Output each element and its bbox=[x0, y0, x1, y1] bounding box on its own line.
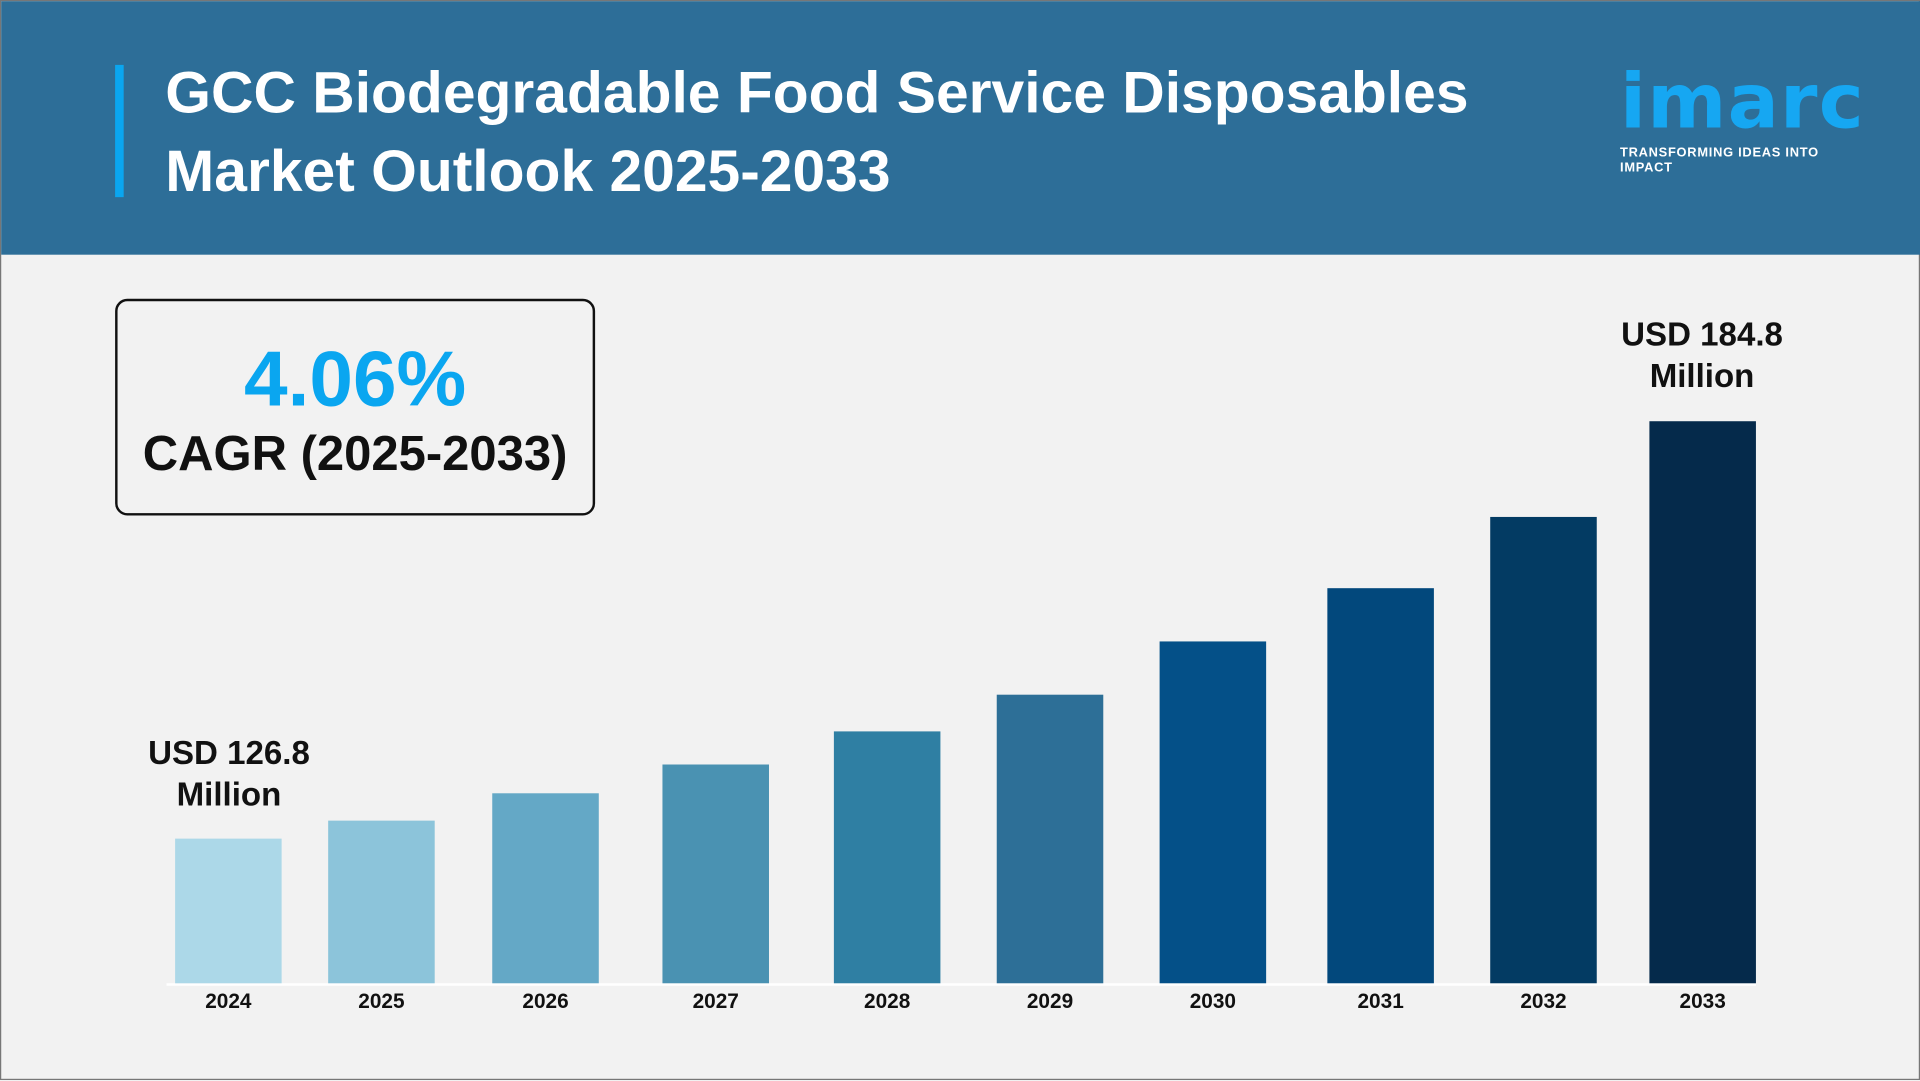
annotation-2033-line2: Million bbox=[1649, 357, 1755, 395]
title-line-2: Market Outlook 2025-2033 bbox=[165, 139, 891, 205]
x-tick-2026: 2026 bbox=[522, 990, 568, 1013]
logo-tagline: TRANSFORMING IDEAS INTO IMPACT bbox=[1620, 145, 1819, 176]
bar-2024 bbox=[175, 838, 282, 984]
bar-2026 bbox=[492, 793, 599, 984]
bar-2031 bbox=[1327, 588, 1434, 984]
x-tick-2025: 2025 bbox=[358, 990, 404, 1013]
annotation-2024-line2: Million bbox=[176, 776, 282, 814]
annotation-2024: USD 126.8 Million bbox=[119, 732, 339, 815]
x-tick-2024: 2024 bbox=[205, 990, 252, 1013]
x-tick-2027: 2027 bbox=[693, 990, 739, 1013]
cagr-value: 4.06% bbox=[244, 334, 467, 423]
x-tick-2031: 2031 bbox=[1357, 990, 1403, 1013]
x-tick-2029: 2029 bbox=[1027, 990, 1073, 1013]
title-line-1: GCC Biodegradable Food Service Disposabl… bbox=[165, 61, 1469, 127]
cagr-callout: 4.06% CAGR (2025-2033) bbox=[115, 298, 596, 516]
header-banner: GCC Biodegradable Food Service Disposabl… bbox=[1, 1, 1920, 255]
bar-2028 bbox=[833, 731, 941, 984]
x-tick-2033: 2033 bbox=[1680, 990, 1726, 1013]
bar-2032 bbox=[1490, 516, 1597, 984]
bar-2029 bbox=[996, 694, 1104, 984]
annotation-2033: USD 184.8 Million bbox=[1592, 313, 1812, 396]
bar-2027 bbox=[662, 764, 769, 984]
title-accent-bar bbox=[115, 64, 124, 198]
x-tick-2028: 2028 bbox=[864, 990, 910, 1013]
annotation-2033-line1: USD 184.8 bbox=[1621, 315, 1783, 353]
bar-2025 bbox=[328, 820, 435, 984]
bar-2030 bbox=[1159, 641, 1267, 984]
page-title: GCC Biodegradable Food Service Disposabl… bbox=[165, 55, 1573, 212]
cagr-label: CAGR (2025-2033) bbox=[142, 427, 568, 482]
annotation-2024-line1: USD 126.8 bbox=[148, 734, 310, 772]
logo-wordmark: imarc bbox=[1620, 56, 1865, 146]
imarc-logo: imarc TRANSFORMING IDEAS INTO IMPACT bbox=[1620, 62, 1865, 175]
x-tick-2030: 2030 bbox=[1190, 990, 1236, 1013]
bar-2033 bbox=[1649, 421, 1756, 984]
x-tick-2032: 2032 bbox=[1520, 990, 1566, 1013]
